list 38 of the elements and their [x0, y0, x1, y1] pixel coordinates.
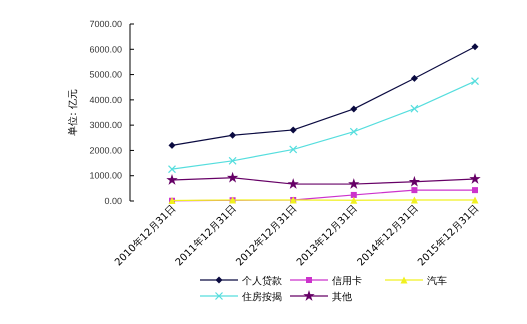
- point: [410, 104, 418, 113]
- y-tick-label: 6000.00: [89, 44, 122, 54]
- y-tick-label: 2000.00: [89, 145, 122, 156]
- point: [168, 142, 176, 149]
- point: [350, 192, 357, 198]
- point: [229, 132, 236, 139]
- point: [168, 165, 176, 174]
- y-tick-label: 3000.00: [89, 120, 122, 130]
- point: [348, 178, 360, 189]
- y-tick-label: 1000.00: [89, 170, 122, 181]
- legend-label: 个人贷款: [242, 275, 282, 287]
- point: [350, 105, 358, 112]
- point: [350, 128, 358, 136]
- y-tick-label: 7000.00: [89, 19, 122, 29]
- point: [410, 74, 418, 82]
- legend-label: 其他: [332, 291, 352, 303]
- point: [410, 196, 418, 204]
- point: [411, 187, 418, 194]
- point: [408, 176, 420, 187]
- y-axis-title: 单位: 亿元: [67, 89, 79, 136]
- point: [472, 196, 478, 204]
- point: [472, 187, 478, 194]
- point: [289, 145, 298, 154]
- y-tick-label: 0.00: [104, 196, 122, 206]
- point: [469, 173, 481, 184]
- legend-label: 住房按揭: [242, 291, 282, 303]
- point: [166, 174, 178, 185]
- point: [472, 43, 478, 50]
- point: [226, 172, 238, 183]
- y-tick-label: 4000.00: [89, 94, 122, 105]
- point: [470, 77, 480, 86]
- legend-label: 信用卡: [332, 275, 362, 287]
- y-tick-label: 5000.00: [89, 70, 122, 80]
- point: [350, 196, 358, 204]
- point: [288, 178, 299, 189]
- legend-label: 汽车: [427, 275, 447, 287]
- point: [290, 126, 297, 134]
- point: [228, 156, 237, 165]
